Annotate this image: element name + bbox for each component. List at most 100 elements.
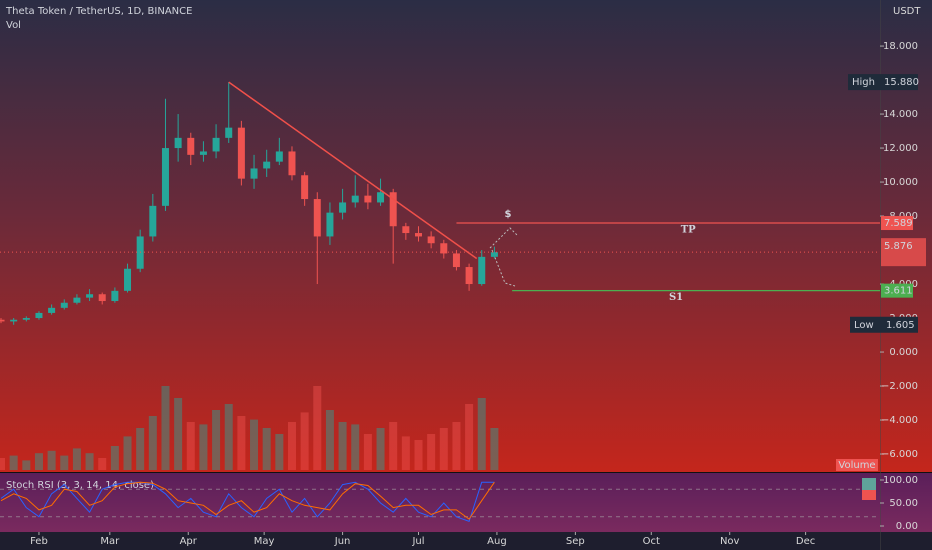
candle-body [427, 236, 435, 244]
volume-bar [351, 424, 360, 470]
volume-bar [490, 428, 499, 470]
stoch-tick-label: 50.00 [889, 498, 918, 509]
volume-title: Vol [6, 20, 21, 31]
y-tick-label: 18.000 [883, 41, 918, 52]
y-tick-label: 10.000 [883, 177, 918, 188]
volume-bar [376, 428, 385, 470]
y-tick-label: 0.000 [889, 347, 918, 358]
volume-bar [34, 453, 43, 470]
level-badge [881, 283, 913, 298]
high-badge [848, 74, 918, 91]
volume-bar [389, 422, 398, 470]
volume-bar [123, 436, 132, 470]
volume-bar [85, 453, 94, 470]
level-name: TP [681, 225, 696, 236]
candle-body [440, 243, 448, 254]
y-tick-label: −6.000 [881, 449, 918, 460]
candle-body [225, 127, 233, 138]
candle-body [161, 148, 169, 206]
annotation: $ [505, 209, 512, 220]
candle-body [124, 268, 132, 291]
volume-bar [174, 398, 183, 470]
volume-bar [0, 458, 6, 470]
candle-body [86, 294, 94, 298]
last-price-badge [881, 238, 926, 267]
candle-body [465, 267, 473, 285]
volume-bar [212, 410, 221, 470]
volume-bar [465, 404, 474, 470]
candle-body [212, 137, 220, 152]
volume-bar [338, 422, 347, 470]
candle-body [339, 202, 347, 213]
candle-body [149, 205, 157, 237]
candle-body [351, 195, 359, 203]
volume-bar [313, 386, 322, 470]
candle-body [402, 226, 410, 234]
high-value: 15.880 [884, 77, 919, 88]
volume-bar [47, 450, 56, 470]
x-tick-label: Dec [796, 536, 815, 547]
volume-label: Volume [838, 460, 875, 471]
volume-bar [452, 422, 461, 470]
candle-body [275, 151, 283, 162]
candle-body [414, 233, 422, 237]
last-price-value: 5.876 [884, 241, 913, 252]
low-name: Low [854, 320, 874, 331]
volume-bar [401, 436, 410, 470]
level-badge [881, 216, 913, 231]
y-tick-label: −2.000 [881, 381, 918, 392]
candle-body [326, 212, 334, 237]
volume-bar [161, 386, 170, 470]
volume-bar [325, 410, 334, 470]
chart-title: Theta Token / TetherUS, 1D, BINANCE [5, 6, 192, 17]
volume-bar [110, 446, 119, 470]
x-tick-label: Aug [487, 536, 507, 547]
projection [489, 227, 519, 287]
candle-body [301, 175, 309, 200]
level-value: 7.589 [884, 218, 913, 229]
candle-body [60, 302, 68, 308]
x-tick-label: Feb [30, 536, 48, 547]
volume-bar [9, 455, 18, 470]
volume-bar [287, 422, 296, 470]
x-tick-label: Nov [720, 536, 740, 547]
level-name: S1 [669, 292, 683, 303]
volume-bar [427, 434, 436, 470]
candle-body [174, 137, 182, 149]
candle-body [250, 168, 258, 179]
y-tick-label: 12.000 [883, 143, 918, 154]
high-name: High [852, 77, 875, 88]
candle-body [35, 312, 43, 319]
volume-bar [439, 428, 448, 470]
volume-bar [363, 434, 372, 470]
volume-bar [237, 416, 246, 470]
candle-body [10, 319, 18, 322]
candle-body [199, 151, 207, 155]
volume-bar [300, 412, 309, 470]
volume-bar [275, 434, 284, 470]
x-tick-label: May [254, 536, 275, 547]
candle-body [490, 252, 498, 257]
volume-bar [98, 458, 107, 470]
projection-up [489, 227, 519, 249]
currency: USDT [893, 6, 921, 17]
volume-bar [224, 404, 233, 470]
volume-bar [199, 424, 208, 470]
stoch-tick-label: 0.00 [896, 521, 918, 532]
volume-bar [72, 448, 81, 470]
volume-bar [262, 428, 271, 470]
x-tick-label: Jun [334, 536, 351, 547]
candle-body [187, 137, 195, 155]
stoch-tick-label: 100.00 [883, 475, 918, 486]
candle-body [364, 195, 372, 203]
candle-body [478, 256, 486, 285]
stoch-badge-k [862, 478, 876, 490]
candle-body [73, 297, 81, 303]
stoch-title: Stoch RSI (3, 3, 14, 14, close) [6, 480, 154, 491]
volume-bar [186, 422, 195, 470]
candle-body [111, 290, 119, 302]
y-tick-label: −4.000 [881, 415, 918, 426]
volume-bar [148, 416, 157, 470]
